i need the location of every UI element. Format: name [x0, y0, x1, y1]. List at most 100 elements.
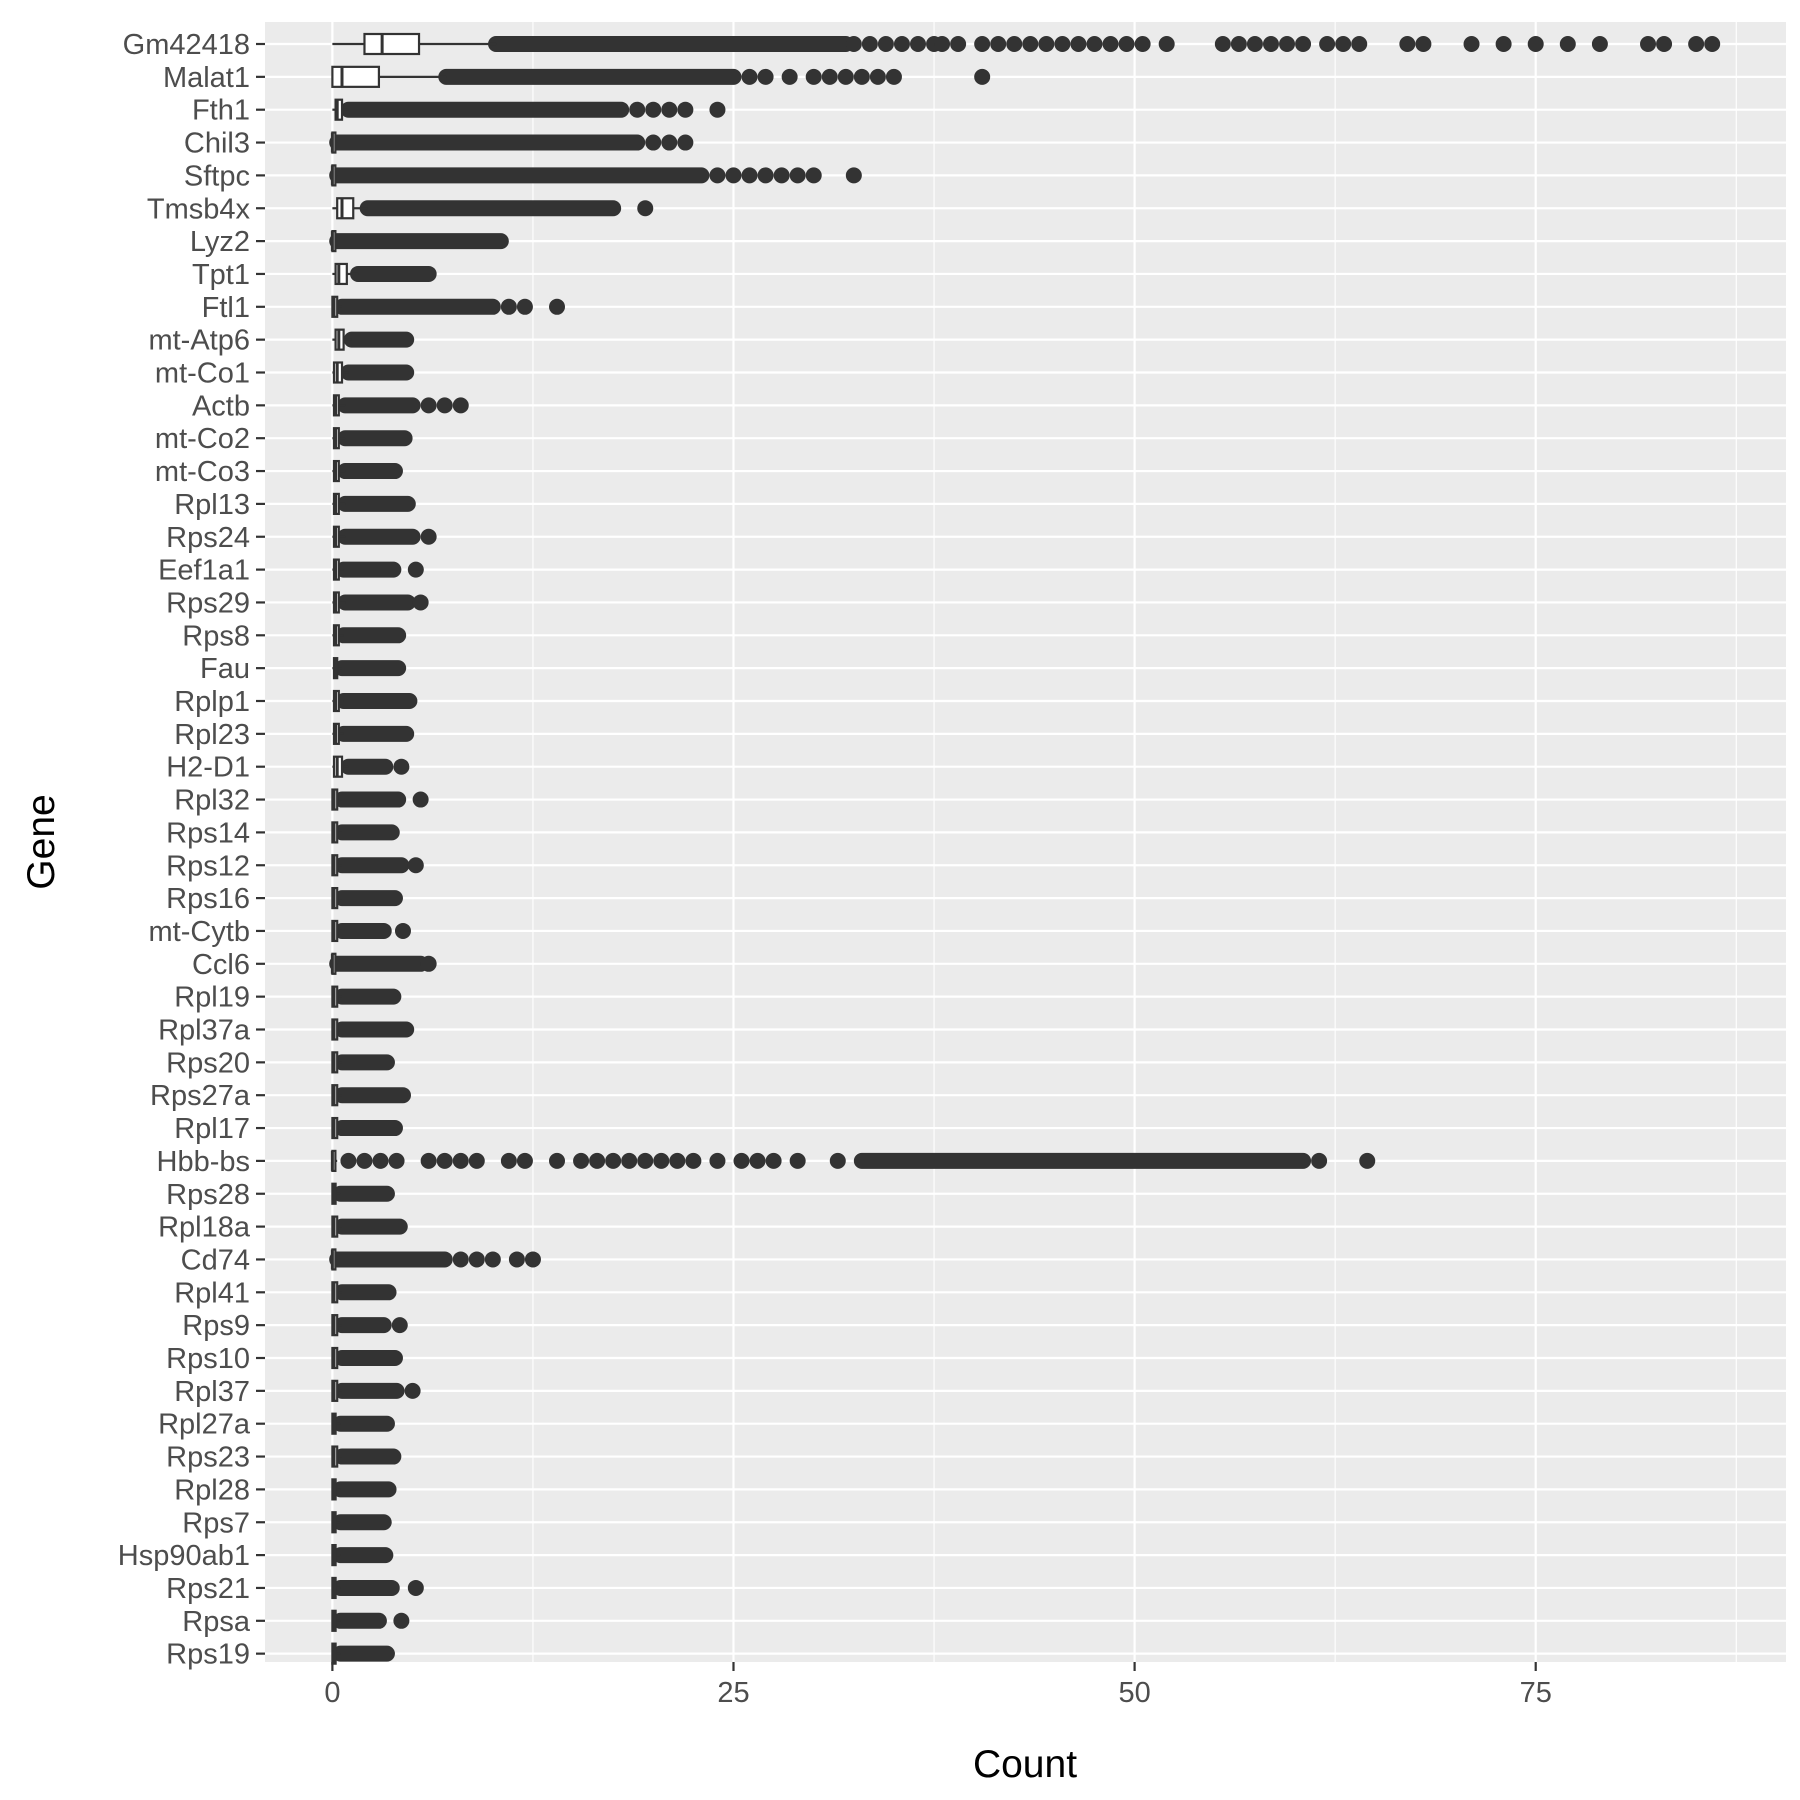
y-tick-label: Malat1	[163, 62, 250, 94]
outlier-point	[1351, 36, 1368, 52]
y-tick-label: Cd74	[181, 1244, 250, 1276]
y-tick-label: Rpl19	[174, 982, 250, 1014]
outlier-point	[407, 857, 424, 874]
outlier-point	[420, 528, 437, 545]
y-tick-label: Ftl1	[202, 292, 250, 324]
x-axis-title: Count	[973, 1743, 1077, 1786]
y-tick-label: mt-Co3	[155, 456, 250, 488]
box-Rps16	[331, 886, 403, 910]
box-Actb	[332, 394, 469, 417]
outlier-point	[1591, 36, 1608, 52]
outlier-point	[1335, 36, 1352, 52]
outlier-point	[1656, 36, 1673, 52]
outlier-point	[516, 298, 533, 315]
outlier-point	[877, 36, 894, 52]
outlier-point	[468, 1152, 485, 1169]
y-tick-label: Rps7	[182, 1507, 250, 1539]
outlier-point	[420, 1152, 437, 1169]
box-Chil3	[329, 131, 694, 154]
box-Rps24	[332, 525, 437, 548]
outlier-point	[765, 1152, 782, 1169]
outlier-point	[391, 1317, 408, 1334]
outlier-point	[1527, 36, 1544, 52]
outlier-point	[773, 167, 790, 184]
box-mt-Atp6	[332, 328, 415, 351]
y-tick-label: Rpl28	[174, 1474, 250, 1506]
outlier-point	[1038, 36, 1055, 52]
y-tick-label: Fth1	[192, 95, 250, 127]
box-Ftl1	[331, 295, 566, 318]
y-tick-label: Ccl6	[192, 949, 250, 981]
outlier-point	[974, 68, 991, 85]
outlier-point	[733, 1152, 750, 1169]
outlier-point	[1006, 36, 1023, 52]
outlier-point	[1134, 36, 1151, 52]
box-Fau	[332, 657, 407, 680]
outlier-point	[420, 955, 437, 972]
x-tick-label: 25	[717, 1677, 749, 1709]
box-Rps8	[332, 624, 407, 647]
box-Hsp90ab1	[331, 1543, 394, 1567]
y-tick-label: Hsp90ab1	[118, 1540, 250, 1572]
y-tick-label: Rpl13	[174, 489, 250, 521]
box-Fth1	[332, 98, 726, 121]
outlier-point	[869, 68, 886, 85]
outlier-point	[1070, 36, 1087, 52]
outlier-point	[1463, 36, 1480, 52]
box-Rpl28	[331, 1478, 397, 1501]
y-tick-label: Rps28	[166, 1179, 250, 1211]
outlier-point	[781, 68, 798, 85]
outlier-point	[516, 1152, 533, 1169]
box-Rps21	[331, 1576, 424, 1600]
outlier-point	[500, 298, 517, 315]
outlier-point	[404, 1382, 421, 1399]
outlier-point	[1495, 36, 1512, 52]
outlier-point	[1054, 36, 1071, 52]
outlier-point	[1311, 1152, 1328, 1169]
y-tick-label: Rps10	[166, 1343, 250, 1375]
outlier-point	[974, 36, 991, 52]
outlier-point	[388, 1152, 405, 1169]
outlier-point	[757, 167, 774, 184]
y-tick-label: Rplp1	[174, 686, 250, 718]
outlier-point	[393, 1612, 410, 1629]
y-tick-label: Rpl23	[174, 719, 250, 751]
plot-panel	[265, 22, 1786, 1662]
outlier-point	[837, 68, 854, 85]
outlier-point	[468, 1251, 485, 1268]
outlier-point	[757, 68, 774, 85]
box-Rps20	[331, 1051, 395, 1074]
outlier-point	[394, 922, 411, 939]
outlier-point	[645, 134, 662, 151]
outlier-point	[845, 36, 862, 52]
box-Cd74	[329, 1248, 541, 1271]
outlier-point	[1230, 36, 1247, 52]
outlier-point	[372, 1152, 389, 1169]
outlier-point	[412, 594, 429, 611]
y-tick-label: Rps23	[166, 1442, 250, 1474]
x-axis: 0 25 50 75	[324, 1662, 1552, 1709]
box-Rpl18a	[331, 1215, 408, 1238]
y-tick-label: Rpsa	[182, 1606, 251, 1638]
grid-minor	[532, 22, 1737, 1662]
box-Rps14	[331, 821, 400, 844]
outlier-point	[436, 1152, 453, 1169]
y-tick-label: Rpl18a	[158, 1212, 251, 1244]
box-Rpl37	[331, 1379, 421, 1402]
y-tick-label: H2-D1	[166, 752, 250, 784]
y-tick-label: Tmsb4x	[147, 193, 251, 225]
outlier-point	[829, 1152, 846, 1169]
outlier-point	[990, 36, 1007, 52]
box-mt-Cytb	[331, 919, 411, 943]
y-tick-label: Rps12	[166, 850, 250, 882]
x-tick-label: 50	[1118, 1677, 1150, 1709]
outlier-point	[1262, 36, 1279, 52]
y-tick-label: Rpl37a	[158, 1015, 251, 1047]
outlier-point	[661, 134, 678, 151]
outlier-point	[885, 68, 902, 85]
outlier-point	[524, 1251, 541, 1268]
box-mt-Co3	[332, 459, 403, 483]
x-tick-label: 0	[324, 1677, 340, 1709]
y-tick-label: Lyz2	[190, 226, 250, 258]
outlier-point	[420, 397, 437, 414]
